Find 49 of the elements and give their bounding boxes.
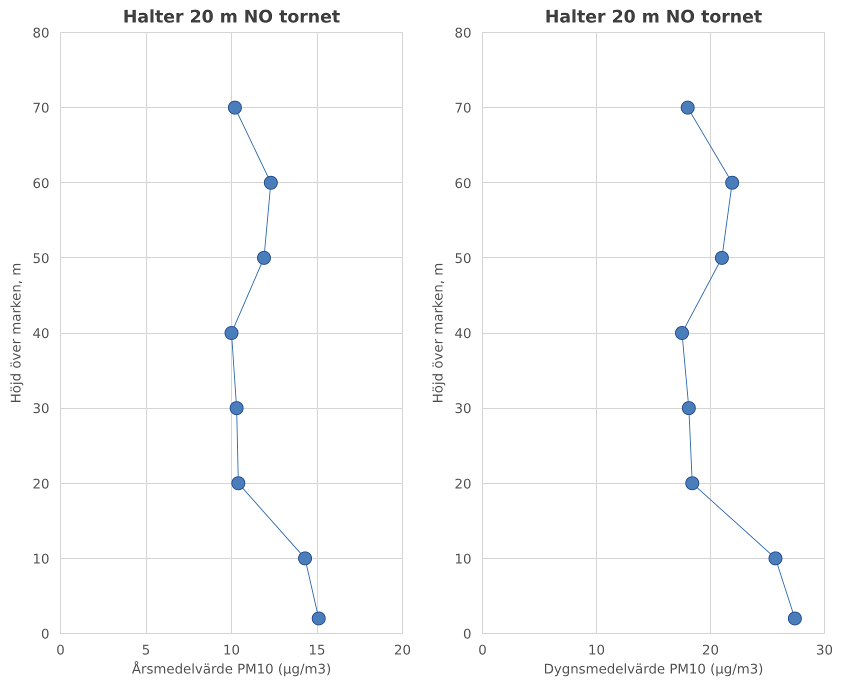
point	[685, 476, 700, 490]
y-tick-label: 70	[32, 102, 50, 117]
point	[228, 100, 242, 115]
y-tick-label: 70	[454, 102, 472, 117]
y-tick-label: 10	[454, 552, 472, 568]
point	[230, 401, 244, 416]
point	[682, 401, 696, 416]
point	[714, 250, 729, 265]
point	[680, 100, 695, 115]
x-tick-label: 30	[816, 644, 833, 658]
y-axis-title: Höjd över marken, m	[432, 262, 447, 404]
x-tick-label: 15	[308, 644, 326, 658]
x-tick-label: 20	[702, 644, 719, 658]
x-axis-title: Dygnsmedelvärde PM10 (µg/m3)	[544, 662, 764, 678]
y-tick-label: 80	[32, 26, 50, 42]
y-tick-label: 0	[41, 628, 50, 642]
point	[298, 551, 312, 566]
point	[312, 611, 326, 626]
x-tick-label: 10	[588, 644, 605, 658]
y-tick-label: 50	[454, 252, 472, 267]
y-tick-label: 40	[454, 327, 472, 342]
y-tick-label: 10	[32, 552, 50, 568]
y-tick-label: 50	[32, 252, 50, 267]
x-axis-title: Årsmedelvärde PM10 (µg/m3)	[132, 660, 332, 678]
x-tick-label: 20	[394, 644, 411, 658]
point	[788, 611, 802, 626]
point	[725, 176, 740, 190]
y-tick-label: 20	[32, 477, 50, 492]
y-tick-label: 30	[32, 402, 50, 418]
y-tick-label: 20	[454, 477, 472, 492]
point	[256, 250, 271, 265]
point	[675, 326, 689, 340]
y-tick-label: 0	[463, 628, 472, 642]
x-tick-label: 0	[478, 644, 487, 658]
y-tick-label: 80	[454, 26, 472, 42]
point	[231, 476, 246, 490]
chart-title: Halter 20 m NO tornet	[544, 8, 762, 28]
y-tick-label: 30	[454, 402, 472, 418]
y-tick-label: 40	[32, 327, 50, 342]
x-tick-label: 0	[56, 644, 65, 658]
y-tick-label: 60	[454, 176, 472, 192]
x-tick-label: 5	[142, 644, 150, 658]
y-tick-label: 60	[32, 176, 50, 192]
x-tick-label: 10	[223, 644, 240, 658]
point	[264, 176, 278, 190]
y-axis-title: Höjd över marken, m	[10, 262, 25, 404]
point	[768, 551, 782, 566]
chart-title: Halter 20 m NO tornet	[122, 8, 340, 28]
point	[224, 326, 238, 340]
